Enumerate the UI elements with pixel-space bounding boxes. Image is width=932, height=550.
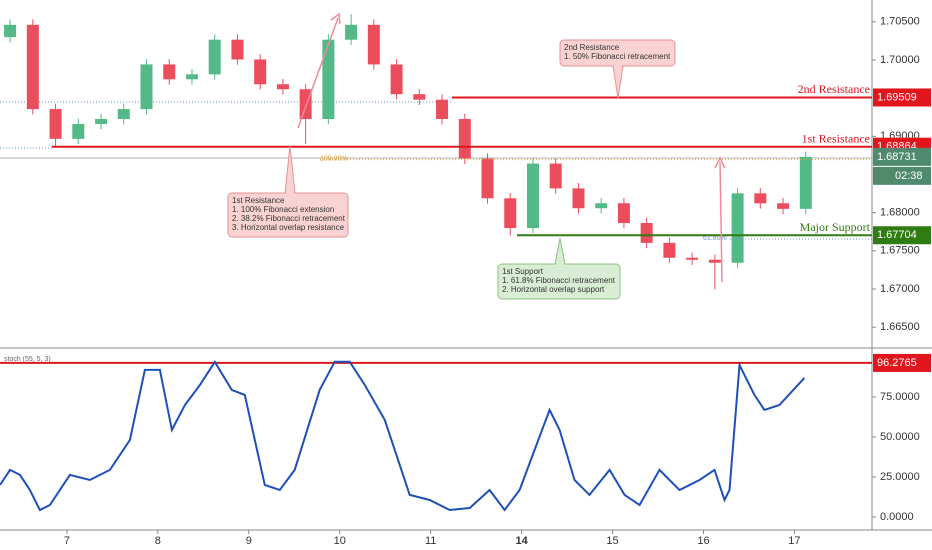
- x-tick-label: 15: [606, 535, 618, 547]
- annotation-seam: [556, 262, 564, 266]
- fib-label: 100.00%: [320, 155, 348, 162]
- candle-body: [117, 109, 130, 119]
- y-tick-label: 50.0000: [880, 431, 920, 443]
- arrows: [297, 12, 726, 283]
- annotation-pointer: [612, 65, 624, 99]
- level-price-box: [873, 353, 931, 372]
- candle-body: [663, 242, 676, 258]
- annotation-text: 1st Resistance: [232, 196, 285, 205]
- candle-body: [526, 163, 539, 229]
- arrowhead: [714, 156, 726, 169]
- candle-body: [185, 74, 198, 80]
- y-tick-label: 1.68000: [880, 207, 920, 219]
- x-tick-label: 14: [515, 535, 528, 547]
- x-tick-label: 9: [246, 535, 252, 547]
- indicator-title: stoch (55, 5, 3): [4, 356, 51, 363]
- annotation-seam: [286, 191, 294, 195]
- level-price-box: [873, 226, 931, 245]
- y-tick-label: 1.66500: [880, 321, 920, 333]
- y-tick-label: 0.0000: [880, 511, 914, 523]
- annotation-seam: [614, 64, 622, 68]
- candle-body: [72, 123, 85, 139]
- x-tick-label: 11: [425, 535, 436, 547]
- annotation-text: 1. 61.8% Fibonacci retracement: [502, 276, 616, 285]
- arrow: [297, 17, 339, 129]
- fib-label: 61.80%: [703, 235, 727, 242]
- x-tick-label: 17: [788, 535, 800, 547]
- candle-body: [731, 193, 744, 263]
- candle-body: [504, 198, 517, 229]
- annotation-text: 2. 38.2% Fibonacci retracement: [232, 214, 346, 223]
- candle-body: [481, 158, 494, 199]
- candle-body: [276, 84, 289, 90]
- candle-body: [367, 24, 380, 65]
- candle-body: [49, 109, 62, 139]
- candle-body: [549, 163, 562, 189]
- candle-body: [777, 203, 790, 209]
- candle-body: [754, 193, 767, 204]
- countdown: 02:38: [895, 170, 923, 182]
- annotation-pointer: [554, 237, 566, 265]
- candle-body: [413, 94, 426, 100]
- candle-body: [345, 24, 358, 40]
- y-tick-label: 1.70000: [880, 54, 920, 66]
- annotation-text: 1st Support: [502, 267, 544, 276]
- countdown-box: [873, 166, 931, 185]
- candle-body: [572, 188, 585, 209]
- last-price-label: 1.68731: [877, 151, 917, 163]
- candle-body: [231, 39, 244, 60]
- annotation-text: 1. 100% Fibonacci extension: [232, 205, 334, 214]
- x-tick-label: 7: [64, 535, 70, 547]
- x-tick-label: 8: [155, 535, 161, 547]
- candle-body: [322, 39, 335, 119]
- candle-body: [254, 59, 267, 85]
- last-price-box: [873, 147, 931, 166]
- arrow: [719, 161, 723, 283]
- level-name: 1st Resistance: [802, 131, 870, 145]
- candle-body: [4, 24, 17, 38]
- candle-body: [458, 118, 471, 159]
- candle-body: [595, 203, 608, 209]
- candle-body: [436, 99, 449, 119]
- y-tick-label: 1.67500: [880, 245, 920, 257]
- level-price-box: [873, 88, 931, 107]
- candle-body: [208, 39, 221, 75]
- candle-body: [390, 64, 403, 95]
- annotation-text: 2. Horizontal overlap support: [502, 285, 605, 294]
- x-tick-label: 10: [334, 535, 346, 547]
- level-name: Major Support: [800, 220, 871, 234]
- level-name: 2nd Resistance: [798, 82, 870, 96]
- candle-body: [26, 24, 39, 110]
- candle-body: [640, 223, 653, 243]
- annotation-text: 3. Horizontal overlap resistance: [232, 223, 345, 232]
- y-tick-label: 75.0000: [880, 391, 920, 403]
- x-tick-label: 16: [697, 535, 709, 547]
- level-price-label: 1.67704: [877, 229, 917, 241]
- candle-body: [140, 64, 153, 110]
- candle-body: [799, 156, 812, 209]
- candle-body: [95, 118, 108, 124]
- annotation-text: 2nd Resistance: [564, 43, 620, 52]
- y-tick-label: 25.0000: [880, 471, 920, 483]
- candle-body: [708, 259, 721, 263]
- candle-body: [617, 203, 630, 224]
- annotation-pointer: [284, 145, 296, 194]
- y-tick-label: 1.67000: [880, 283, 920, 295]
- y-tick-label: 1.70500: [880, 16, 920, 28]
- level-price-label: 1.69509: [877, 91, 917, 103]
- candle-body: [686, 257, 699, 260]
- level-price-label: 96.2765: [877, 357, 917, 369]
- stoch-line: [0, 360, 806, 512]
- annotation-text: 1. 50% Fibonacci retracement: [564, 52, 671, 61]
- candle-body: [163, 64, 176, 80]
- arrowhead: [330, 12, 341, 25]
